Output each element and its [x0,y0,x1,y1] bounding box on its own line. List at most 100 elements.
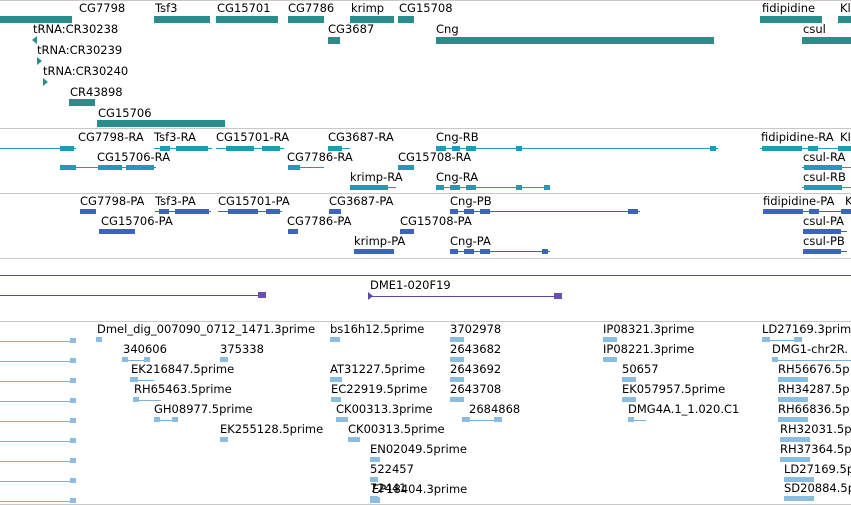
transcript-label-cg3687-ra[interactable]: CG3687-RA [328,130,394,144]
gene-label-trna-cr30238[interactable]: tRNA:CR30238 [33,22,119,36]
est-label-en02049-visible[interactable]: EN02049.5prime [370,442,467,456]
clone-label-dme1-020f19[interactable]: DME1-020F19 [370,278,451,292]
protein-label-cg3687-pa[interactable]: CG3687-PA [329,194,394,208]
est-label-rh34287[interactable]: RH34287.5p [778,382,850,396]
est-ek057957[interactable] [622,397,636,403]
est-340606[interactable] [122,357,150,363]
est-2684868[interactable] [462,417,502,423]
est-label-2643692[interactable]: 2643692 [450,362,502,376]
gene-trna-cr30240[interactable] [43,78,48,86]
est-sd20884[interactable] [784,496,814,502]
est-label-rh32031[interactable]: RH32031.5p [780,422,851,436]
est-bs16h12[interactable] [330,337,340,343]
est-ep18404[interactable] [370,497,380,503]
gene-cr43898[interactable] [69,99,95,106]
est-left-4[interactable] [0,398,76,404]
est-ck00313-3p[interactable] [336,417,348,423]
gene-cg7798[interactable] [0,16,72,23]
transcript-label-cg15708-ra[interactable]: CG15708-RA [398,150,472,164]
est-rh32031[interactable] [780,437,810,443]
est-gh08977[interactable] [154,417,178,423]
gene-label-cg15706[interactable]: CG15706 [98,106,152,120]
est-left-2[interactable] [0,358,76,364]
gene-label-csul[interactable]: csul [803,22,826,36]
est-en02049[interactable] [370,457,380,463]
protein-cg3687-pa[interactable] [329,208,341,215]
gene-kl[interactable] [838,16,851,23]
est-ck00313-5p[interactable] [348,437,360,443]
est-522457[interactable] [370,477,378,483]
protein-label-cg15701-pa[interactable]: CG15701-PA [218,194,290,208]
protein-label-k[interactable]: K [845,194,851,208]
gene-label-tsf3[interactable]: Tsf3 [155,1,178,15]
est-2643692[interactable] [450,377,464,383]
protein-fidipidine-pa[interactable] [763,208,851,215]
est-2643708[interactable] [450,397,464,403]
est-label-dmg1-chr2r[interactable]: DMG1-chr2R. [772,342,849,356]
gene-label-cng[interactable]: Cng [436,22,459,36]
protein-label-tsf3-pa[interactable]: Tsf3-PA [155,194,196,208]
est-label-gh08977[interactable]: GH08977.5prime [154,402,253,416]
est-label-2643708[interactable]: 2643708 [450,382,502,396]
transcript-label-cg15706-ra[interactable]: CG15706-RA [97,150,171,164]
est-ec22919[interactable] [331,397,341,403]
protein-cg15708-pa[interactable] [400,228,414,235]
gene-fidipidine[interactable] [760,16,822,23]
transcript-label-cg7798-ra[interactable]: CG7798-RA [78,130,144,144]
est-rh66836[interactable] [778,417,808,423]
transcript-label-cg15701-ra[interactable]: CG15701-RA [216,130,290,144]
gene-label-krimp[interactable]: krimp [351,1,385,15]
transcript-cg15701-ra[interactable] [216,145,284,152]
protein-label-cg7786-pa[interactable]: CG7786-PA [287,214,352,228]
est-left-1[interactable] [0,338,76,344]
transcript-label-krimp-ra[interactable]: krimp-RA [350,170,403,184]
est-label-rh66836[interactable]: RH66836.5p [778,402,850,416]
est-left-9[interactable] [0,498,76,504]
est-label-2684868[interactable]: 2684868 [469,402,521,416]
est-rh56676[interactable] [778,377,808,383]
est-ld27169-5p[interactable] [784,477,814,483]
protein-label-csul-pb[interactable]: csul-PB [803,234,845,248]
protein-csul-pb[interactable] [803,248,847,255]
transcript-csul-rb[interactable] [802,184,851,191]
transcript-tsf3-ra[interactable] [154,145,212,152]
gene-cg15708[interactable] [398,16,414,23]
est-label-rh56676[interactable]: RH56676.5p [778,362,850,376]
gene-label-trna-cr30240[interactable]: tRNA:CR30240 [43,64,129,78]
protein-label-cng-pa[interactable]: Cng-PA [450,234,491,248]
gene-trna-cr30238[interactable] [32,36,37,44]
transcript-cng-rb[interactable] [436,145,718,152]
est-label-ld27169-5p[interactable]: LD27169.5p [784,462,851,476]
est-label-ek255128[interactable]: EK255128.5prime [220,422,324,436]
est-label-rh65463[interactable]: RH65463.5prime [134,382,232,396]
est-dmg4a[interactable] [628,417,646,423]
protein-label-csul-pa[interactable]: csul-PA [803,214,845,228]
est-ld27169-3p[interactable] [762,337,802,343]
protein-cng-pb[interactable] [450,208,640,215]
est-label-522457[interactable]: 522457 [370,462,414,476]
transcript-cg15708-ra[interactable] [398,164,414,171]
protein-tsf3-pa[interactable] [155,208,211,215]
protein-label-cg7798-pa[interactable]: CG7798-PA [80,194,145,208]
est-left-7[interactable] [0,458,76,464]
gene-label-cg15708[interactable]: CG15708 [399,1,453,15]
gene-label-cr43898[interactable]: CR43898 [70,85,123,99]
transcript-label-fidipidine-ra[interactable]: fidipidine-RA [761,130,834,144]
gene-label-cg15701[interactable]: CG15701 [217,1,271,15]
clone-left[interactable] [0,291,268,299]
protein-cg7786-pa[interactable] [288,228,298,235]
est-label-rh37364[interactable]: RH37364.5p [780,442,851,456]
est-label-ip08321[interactable]: IP08321.3prime [603,322,695,336]
est-ip08221[interactable] [603,357,617,363]
gene-cg7786[interactable] [288,16,324,23]
est-dmg1-chr2r[interactable] [772,357,851,363]
est-ip08321[interactable] [603,337,617,343]
gene-label-fidipidine[interactable]: fidipidine [762,1,816,15]
est-dmel-dig[interactable] [96,337,102,343]
est-375338[interactable] [220,357,228,363]
gene-tsf3[interactable] [154,16,210,23]
transcript-cng-ra[interactable] [436,184,550,191]
est-label-ep18404-visible[interactable]: EP18404.3prime [372,482,468,496]
est-label-at31227[interactable]: AT31227.5prime [330,362,426,376]
est-label-dmg4a[interactable]: DMG4A.1_1.020.C1 [628,402,740,416]
